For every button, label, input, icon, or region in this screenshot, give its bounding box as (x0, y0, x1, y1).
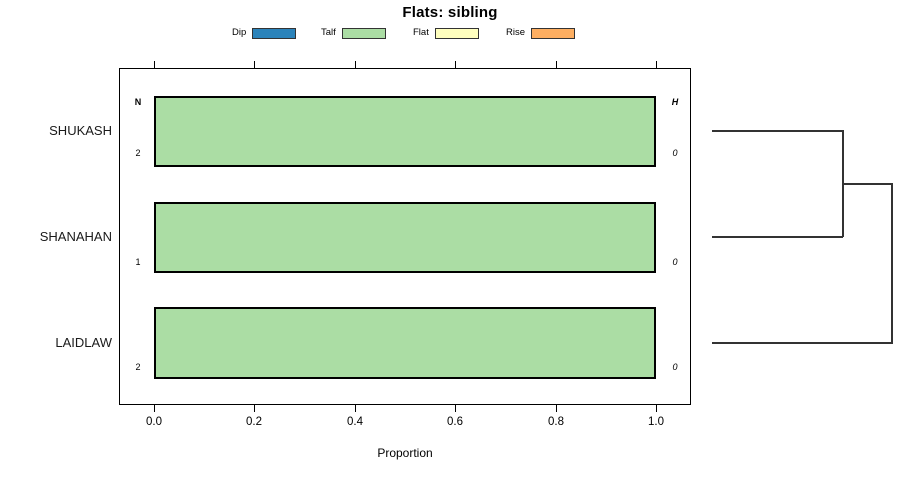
n-value-shanahan: 1 (135, 257, 141, 267)
x-tick-label: 0.0 (146, 416, 162, 428)
legend-item-rise: Rise (506, 26, 576, 40)
legend-item-dip: Dip (232, 26, 297, 40)
x-tick-top (556, 61, 557, 68)
chart-title: Flats: sibling (402, 4, 498, 21)
h-column-header: H (671, 97, 679, 107)
category-label-laidlaw: LAIDLAW (55, 335, 112, 350)
x-tick-label: 0.6 (447, 416, 463, 428)
n-column-header: N (134, 97, 142, 107)
category-label-shanahan: SHANAHAN (39, 229, 112, 244)
dendrogram-segment-shukash-leaf (712, 130, 843, 132)
x-tick-bottom (355, 405, 356, 412)
x-tick-bottom (656, 405, 657, 412)
plot-frame (119, 68, 691, 405)
h-value-laidlaw: 0 (672, 362, 678, 372)
x-tick-label: 1.0 (648, 416, 664, 428)
x-tick-top (154, 61, 155, 68)
x-tick-label: 0.2 (246, 416, 262, 428)
x-tick-top (455, 61, 456, 68)
legend-label-rise: Rise (506, 27, 526, 38)
legend-swatch-flat (434, 27, 479, 39)
legend-swatch-talf (341, 27, 386, 39)
bar-laidlaw (154, 307, 656, 379)
bar-shukash (154, 96, 656, 167)
dendrogram-segment-merge1-vertical (842, 130, 844, 237)
n-value-shukash: 2 (135, 148, 141, 158)
dendrogram-segment-merge1-link (843, 183, 893, 185)
category-label-shukash: SHUKASH (49, 123, 112, 138)
legend-label-flat: Flat (413, 27, 429, 38)
h-value-shanahan: 0 (672, 257, 678, 267)
legend-swatch-dip (252, 27, 297, 39)
dendrogram-segment-shanahan-leaf (712, 236, 843, 238)
n-value-laidlaw: 2 (135, 362, 141, 372)
legend-item-talf: Talf (321, 26, 386, 40)
x-tick-top (355, 61, 356, 68)
legend-label-dip: Dip (232, 27, 247, 38)
x-axis-title: Proportion (377, 446, 433, 460)
x-tick-top (254, 61, 255, 68)
dendrogram-segment-merge2-vertical (891, 183, 893, 343)
x-tick-label: 0.4 (347, 416, 363, 428)
bar-shanahan (154, 202, 656, 273)
x-tick-bottom (254, 405, 255, 412)
h-value-shukash: 0 (672, 148, 678, 158)
x-tick-top (656, 61, 657, 68)
x-tick-bottom (154, 405, 155, 412)
legend-label-talf: Talf (321, 27, 336, 38)
legend-swatch-rise (531, 27, 576, 39)
dendrogram-segment-laidlaw-leaf (712, 342, 893, 344)
legend-item-flat: Flat (413, 26, 479, 40)
x-tick-bottom (556, 405, 557, 412)
x-tick-bottom (455, 405, 456, 412)
x-tick-label: 0.8 (548, 416, 564, 428)
